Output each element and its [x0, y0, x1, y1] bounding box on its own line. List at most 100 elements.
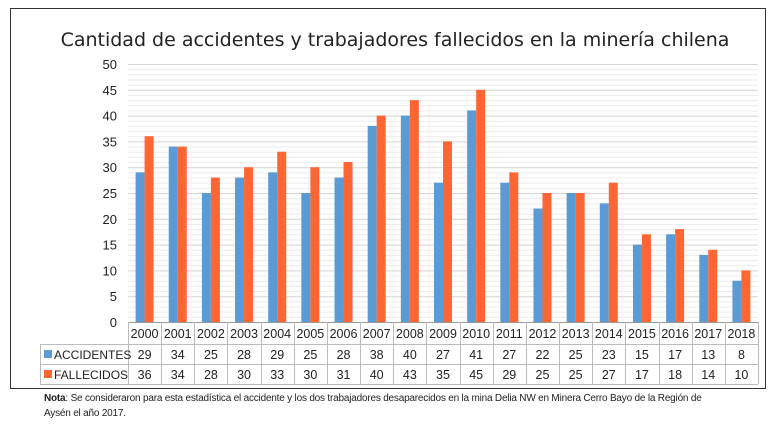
- bar-fallecidos-2006: [343, 162, 353, 322]
- x-tick-label: 2009: [429, 327, 457, 341]
- data-label-accidentes: 27: [502, 348, 516, 362]
- chart-title: Cantidad de accidentes y trabajadores fa…: [61, 29, 730, 51]
- data-label-accidentes: 17: [668, 348, 682, 362]
- x-tick-label: 2010: [462, 327, 490, 341]
- y-tick-label: 30: [103, 160, 117, 175]
- data-label-fallecidos: 17: [635, 368, 649, 382]
- data-label-fallecidos: 45: [469, 368, 483, 382]
- y-tick-label: 40: [103, 109, 117, 124]
- bar-accidentes-2003: [235, 177, 245, 322]
- data-label-fallecidos: 30: [303, 368, 317, 382]
- y-tick-label: 5: [110, 289, 117, 304]
- data-label-fallecidos: 25: [536, 368, 550, 382]
- data-label-accidentes: 25: [204, 348, 218, 362]
- data-label-accidentes: 25: [569, 348, 583, 362]
- bar-accidentes-2010: [467, 110, 477, 322]
- data-label-accidentes: 15: [635, 348, 649, 362]
- bar-fallecidos-2018: [741, 270, 751, 322]
- y-tick-label: 50: [103, 57, 117, 72]
- bar-accidentes-2014: [599, 203, 609, 322]
- bar-fallecidos-2012: [542, 193, 552, 322]
- bar-fallecidos-2009: [443, 141, 452, 322]
- footnote: Nota: Se consideraron para esta estadíst…: [44, 391, 724, 421]
- data-label-accidentes: 29: [270, 348, 284, 362]
- data-label-fallecidos: 33: [270, 368, 284, 382]
- y-tick-label: 0: [110, 315, 117, 330]
- y-tick-label: 15: [103, 238, 117, 253]
- x-tick-label: 2015: [628, 327, 656, 341]
- x-tick-label: 2011: [496, 327, 523, 341]
- note-text: : Se consideraron para esta estadística …: [44, 393, 702, 419]
- bar-fallecidos-2008: [409, 100, 419, 323]
- data-label-fallecidos: 10: [734, 368, 748, 382]
- y-tick-label: 25: [103, 186, 117, 201]
- x-tick-label: 2012: [529, 327, 557, 341]
- data-label-fallecidos: 40: [370, 368, 384, 382]
- bar-accidentes-2013: [566, 193, 576, 322]
- data-label-accidentes: 28: [337, 348, 351, 362]
- data-label-accidentes: 41: [469, 348, 483, 362]
- x-tick-label: 2016: [661, 327, 689, 341]
- data-table: 2000 2001 2002 2003 2004 2005 2006 2007 2008 2009…: [40, 322, 759, 385]
- x-tick-label: 2008: [396, 327, 424, 341]
- data-label-fallecidos: 36: [138, 368, 152, 382]
- x-tick-label: 2000: [131, 327, 159, 341]
- data-label-accidentes: 40: [403, 348, 417, 362]
- data-label-fallecidos: 28: [204, 368, 218, 382]
- data-label-fallecidos: 14: [701, 368, 715, 382]
- data-label-fallecidos: 35: [436, 368, 450, 382]
- data-label-fallecidos: 27: [602, 368, 616, 382]
- bar-accidentes-2018: [732, 280, 742, 322]
- bar-accidentes-2000: [135, 172, 145, 322]
- legend-label-fallecidos: FALLECIDOS: [54, 368, 128, 382]
- x-tick-label: 2007: [363, 327, 391, 341]
- x-tick-label: 2003: [230, 327, 258, 341]
- bar-fallecidos-2016: [675, 229, 685, 322]
- data-label-fallecidos: 34: [171, 368, 185, 382]
- data-label-accidentes: 28: [237, 348, 251, 362]
- y-tick-label: 10: [103, 263, 117, 278]
- bar-fallecidos-2004: [277, 151, 287, 322]
- x-tick-label: 2017: [694, 327, 722, 341]
- bar-accidentes-2007: [367, 125, 377, 322]
- bar-accidentes-2006: [334, 177, 344, 322]
- bar-fallecidos-2007: [376, 115, 386, 322]
- bars: [135, 89, 751, 323]
- data-label-accidentes: 29: [138, 348, 152, 362]
- legend-key-accidentes: [44, 350, 52, 358]
- bar-accidentes-2012: [533, 208, 543, 322]
- x-tick-label: 2013: [562, 327, 590, 341]
- legend-key-fallecidos: [44, 370, 52, 378]
- bar-accidentes-2016: [666, 234, 676, 322]
- bar-fallecidos-2014: [608, 182, 618, 322]
- bar-fallecidos-2000: [144, 136, 154, 322]
- data-label-fallecidos: 30: [237, 368, 251, 382]
- data-label-accidentes: 13: [701, 348, 715, 362]
- y-tick-label: 45: [103, 83, 117, 98]
- data-label-accidentes: 22: [536, 348, 550, 362]
- x-tick-label: 2001: [164, 327, 192, 341]
- bar-accidentes-2015: [632, 244, 642, 322]
- data-label-fallecidos: 43: [403, 368, 417, 382]
- data-label-accidentes: 27: [436, 348, 450, 362]
- bar-accidentes-2008: [400, 115, 410, 322]
- legend-label-accidentes: ACCIDENTES: [54, 348, 131, 362]
- bar-fallecidos-2002: [210, 177, 220, 322]
- bar-accidentes-2001: [168, 146, 178, 322]
- bar-accidentes-2009: [434, 182, 443, 322]
- bar-accidentes-2004: [268, 172, 278, 322]
- bar-fallecidos-2017: [708, 249, 718, 322]
- x-tick-label: 2014: [595, 327, 623, 341]
- data-label-fallecidos: 31: [337, 368, 351, 382]
- bar-accidentes-2002: [201, 193, 211, 322]
- bar-fallecidos-2001: [177, 146, 187, 322]
- bar-fallecidos-2010: [476, 89, 486, 322]
- bar-fallecidos-2015: [641, 234, 651, 322]
- data-label-accidentes: 23: [602, 348, 616, 362]
- x-tick-label: 2006: [330, 327, 358, 341]
- y-tick-label: 20: [103, 212, 117, 227]
- data-label-fallecidos: 25: [569, 368, 583, 382]
- y-tick-label: 35: [103, 134, 117, 149]
- data-label-accidentes: 25: [303, 348, 317, 362]
